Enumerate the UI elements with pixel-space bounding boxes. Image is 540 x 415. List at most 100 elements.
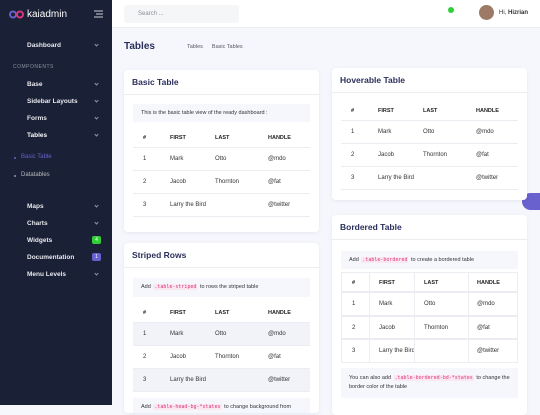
column-border: [414, 272, 415, 363]
page-title: Tables: [124, 41, 155, 52]
table-cell: 1: [143, 331, 147, 337]
table-row: 2 Jacob Thornton @fat: [341, 144, 518, 167]
breadcrumb: Tables Basic Tables: [187, 44, 243, 50]
note-text: Add .table-striped to rows the striped t…: [141, 283, 258, 292]
submenu-item[interactable]: Basic Table: [21, 154, 52, 160]
logo: [9, 10, 24, 19]
table-cell: @twitter: [476, 175, 499, 181]
menu-item[interactable]: Base: [27, 81, 43, 88]
card-divider: [332, 239, 527, 240]
table-cell: 2: [143, 354, 147, 360]
chevron: [94, 220, 99, 225]
menu-item[interactable]: Menu Levels: [27, 271, 67, 278]
code-snippet: .table-striped: [153, 284, 198, 290]
table-header-cell: FIRST: [379, 280, 395, 286]
breadcrumb-item[interactable]: Basic Tables: [211, 44, 243, 50]
card: Bordered Table Add .table-bordered to cre…: [332, 215, 527, 415]
note: This is the basic table view of the read…: [133, 104, 310, 122]
table-cell: @mdo: [476, 129, 494, 135]
table-cell: 3: [351, 175, 355, 181]
table-row: 1 Mark Otto @mdo: [133, 148, 310, 171]
chevron: [94, 42, 99, 47]
note-text-part: Add: [349, 256, 361, 263]
menu-item[interactable]: Tables: [27, 132, 48, 139]
table-cell: @fat: [477, 324, 490, 331]
table-cell: Otto: [424, 301, 436, 307]
table-row: 1 Mark Otto @mdo: [341, 121, 518, 144]
table-cell: @fat: [268, 354, 281, 360]
search-input[interactable]: Search ...: [124, 5, 239, 23]
table-row: 3 Larry the Bird @twitter: [133, 194, 310, 217]
table-header-cell: LAST: [215, 310, 230, 316]
table-row: 2 Jacob Thornton @fat: [341, 315, 518, 339]
sidebar: kaiadmin Dashboard COMPONENTS Base Sidebar …: [0, 0, 112, 405]
note-text-part: Add: [141, 403, 153, 410]
table-cell: Mark: [379, 301, 393, 307]
table-cell: Otto: [215, 331, 227, 337]
table-header-cell: HANDLE: [476, 108, 499, 114]
table-cell: Mark: [378, 129, 392, 135]
submenu-dot: [14, 157, 16, 159]
menu-toggle[interactable]: [94, 10, 103, 18]
table-header-cell: HANDLE: [268, 310, 291, 316]
table-header-cell: FIRST: [170, 135, 186, 141]
table-header-cell: HANDLE: [268, 135, 291, 141]
menu-item[interactable]: Dashboard: [27, 42, 61, 49]
card-divider: [124, 267, 319, 268]
table-cell: Thornton: [423, 152, 448, 158]
code-snippet: .table-bordered-bd-*states: [393, 375, 474, 381]
table-cell: 1: [352, 301, 356, 307]
note-text-part: to rows the striped table: [198, 284, 259, 290]
table-cell: Thornton: [215, 179, 240, 185]
chevron: [94, 203, 99, 208]
table-header-cell: #: [143, 310, 147, 316]
table-cell: @fat: [476, 152, 489, 158]
avatar[interactable]: [479, 5, 494, 20]
code-snippet: .table-head-bg-*states: [153, 403, 222, 410]
section-label: COMPONENTS: [13, 64, 54, 70]
note-text: Add .table-bordered to create a bordered…: [349, 256, 474, 265]
table-header-row: # FIRST LAST HANDLE: [133, 303, 310, 323]
note-text: Add .table-head-bg-*states to change bac…: [141, 403, 291, 412]
submenu-dot: [14, 175, 16, 177]
menu-item[interactable]: Sidebar Layouts: [27, 98, 78, 105]
chevron: [94, 271, 99, 276]
table-header-cell: FIRST: [170, 310, 186, 316]
card-title: Striped Rows: [132, 250, 187, 260]
table-cell: Mark: [170, 331, 184, 337]
code-snippet: .table-bordered: [361, 256, 409, 263]
table-cell: @fat: [268, 179, 281, 185]
table-cell: Larry the Bird: [170, 202, 207, 208]
table-cell: Larry the Bird: [170, 377, 207, 383]
card-title: Basic Table: [132, 77, 179, 87]
user-greeting[interactable]: Hi, Hizrian: [499, 10, 528, 16]
table-cell: @mdo: [268, 156, 286, 162]
note: Add .table-bordered to create a bordered…: [341, 251, 518, 269]
table-cell: @twitter: [268, 377, 291, 383]
table-cell: 3: [143, 377, 147, 383]
table-cell: Otto: [215, 156, 227, 162]
table-cell: Thornton: [215, 354, 240, 360]
menu-item[interactable]: Forms: [27, 115, 47, 122]
note-text: This is the basic table view of the read…: [141, 109, 268, 118]
header: Search ... Hi, Hizrian: [112, 0, 540, 28]
brand: kaiadmin: [27, 9, 68, 20]
table-cell: @mdo: [268, 331, 286, 337]
table-cell: 3: [143, 202, 147, 208]
table-row: 3 Larry the Bird @twitter: [341, 339, 518, 363]
menu-item[interactable]: Widgets: [27, 237, 53, 244]
menu-item[interactable]: Charts: [27, 220, 48, 227]
menu-item[interactable]: Documentation: [27, 254, 75, 261]
table-cell: Jacob: [379, 324, 396, 331]
notification-badge[interactable]: [448, 7, 454, 13]
table-header-cell: LAST: [424, 280, 439, 286]
card-title: Hoverable Table: [340, 75, 406, 85]
submenu-item[interactable]: Datatables: [21, 172, 50, 178]
table-header-row: # FIRST LAST HANDLE: [341, 272, 518, 292]
breadcrumb-item[interactable]: Tables: [187, 44, 203, 50]
note-text-part: to change background from: [222, 403, 292, 410]
table-cell: 1: [143, 156, 147, 162]
table-header-cell: LAST: [215, 135, 230, 141]
table-cell: Jacob: [170, 179, 187, 185]
menu-item[interactable]: Maps: [27, 203, 44, 210]
